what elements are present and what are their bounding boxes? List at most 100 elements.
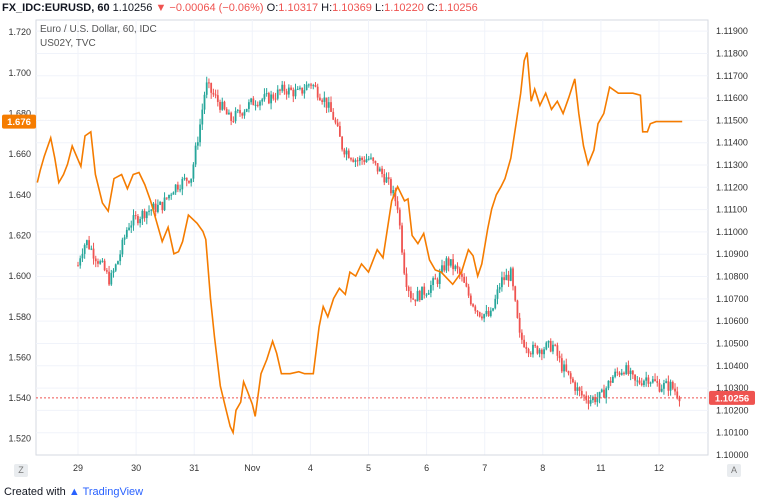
candle-body <box>458 268 461 275</box>
candle <box>105 268 108 274</box>
candle-body <box>310 84 312 86</box>
time-axis-tick: 11 <box>596 463 605 473</box>
candle-body <box>565 364 568 371</box>
candle-body <box>150 209 153 211</box>
candle <box>485 304 488 317</box>
right-axis-tick: 1.11600 <box>716 93 748 103</box>
candle-body <box>92 248 95 259</box>
candle-body <box>245 108 248 112</box>
open-value: 1.10317 <box>278 2 319 14</box>
candle-body <box>190 178 193 183</box>
candle-body <box>438 272 441 284</box>
candle-body <box>452 259 454 270</box>
right-axis-tick: 1.10200 <box>716 405 749 415</box>
candle-body <box>241 113 244 116</box>
candle-body <box>225 109 228 115</box>
candle <box>387 172 390 185</box>
candle <box>452 253 454 276</box>
candle <box>327 96 330 113</box>
candle-body <box>259 101 261 106</box>
candle-body <box>338 126 341 137</box>
candle-body <box>414 299 417 302</box>
candle-body <box>194 145 197 165</box>
time-axis[interactable]: 29 30 31 Nov 4 5 6 7 8 11 12 <box>36 454 708 473</box>
candle <box>188 180 190 184</box>
candle-body <box>179 189 181 191</box>
candle-body <box>552 344 554 352</box>
candle-body <box>85 240 88 246</box>
candle <box>441 259 443 274</box>
candle <box>179 184 181 193</box>
candle <box>334 117 337 125</box>
created-with-text: Created with <box>4 486 66 498</box>
candle-body <box>441 265 443 273</box>
left-axis-tick: 1.560 <box>8 352 31 362</box>
tradingview-brand[interactable]: TradingView <box>82 486 144 498</box>
zoom-corner-left[interactable]: Z <box>14 464 28 477</box>
candle <box>634 374 636 387</box>
candle-body <box>489 310 492 316</box>
candle-body <box>165 197 168 199</box>
candle-body <box>498 287 501 290</box>
candle-body <box>529 353 532 355</box>
candle-body <box>372 157 375 161</box>
candle <box>640 377 643 387</box>
candle <box>472 303 474 308</box>
candle-body <box>449 259 452 266</box>
candle <box>228 109 230 115</box>
candle <box>252 96 255 106</box>
candle <box>321 98 324 105</box>
candle <box>303 84 306 99</box>
candle-body <box>583 395 585 397</box>
candle <box>343 147 346 158</box>
candle <box>370 153 372 160</box>
auto-scale-corner[interactable]: A <box>727 464 741 477</box>
candle <box>654 373 656 382</box>
candle <box>543 346 545 359</box>
candle-body <box>287 87 290 95</box>
candle-body <box>563 364 565 372</box>
candle <box>223 100 226 111</box>
left-axis-tick: 1.580 <box>8 312 31 322</box>
candle-body <box>128 227 130 230</box>
candle <box>325 97 328 114</box>
right-axis[interactable]: 1.10000 1.10100 1.10200 1.10300 1.10400 1.105… <box>716 26 749 460</box>
candle-body <box>503 277 506 281</box>
candle-body <box>143 210 146 219</box>
candle-body <box>398 209 401 226</box>
candle-body <box>301 87 304 94</box>
right-axis-tick: 1.10600 <box>716 316 749 326</box>
candle-body <box>434 278 437 280</box>
candle <box>112 268 115 278</box>
candle-body <box>436 279 439 284</box>
candle <box>563 360 565 378</box>
candle <box>651 375 654 384</box>
candle <box>609 376 612 387</box>
candle <box>352 157 355 163</box>
candle-body <box>614 371 616 377</box>
candle <box>88 235 90 250</box>
candle <box>365 153 368 163</box>
candle-body <box>370 157 372 159</box>
candle <box>623 371 625 376</box>
candle <box>403 249 406 276</box>
right-axis-tick: 1.10800 <box>716 272 749 282</box>
candle <box>401 222 403 255</box>
candle <box>114 263 117 273</box>
candle-body <box>465 282 468 287</box>
candle-body <box>154 203 157 212</box>
time-axis-tick: 5 <box>366 463 371 473</box>
candle <box>239 104 241 117</box>
candle <box>614 368 616 379</box>
candle-body <box>543 349 545 355</box>
candle-body <box>638 380 641 384</box>
candle <box>407 285 410 298</box>
candle <box>143 208 146 222</box>
candle-body <box>221 101 224 110</box>
right-axis-tick: 1.11100 <box>716 205 747 215</box>
overlay-value-tag-text: 1.676 <box>7 117 31 128</box>
candle-body <box>618 372 621 375</box>
candle <box>434 273 437 280</box>
candle <box>423 283 426 299</box>
